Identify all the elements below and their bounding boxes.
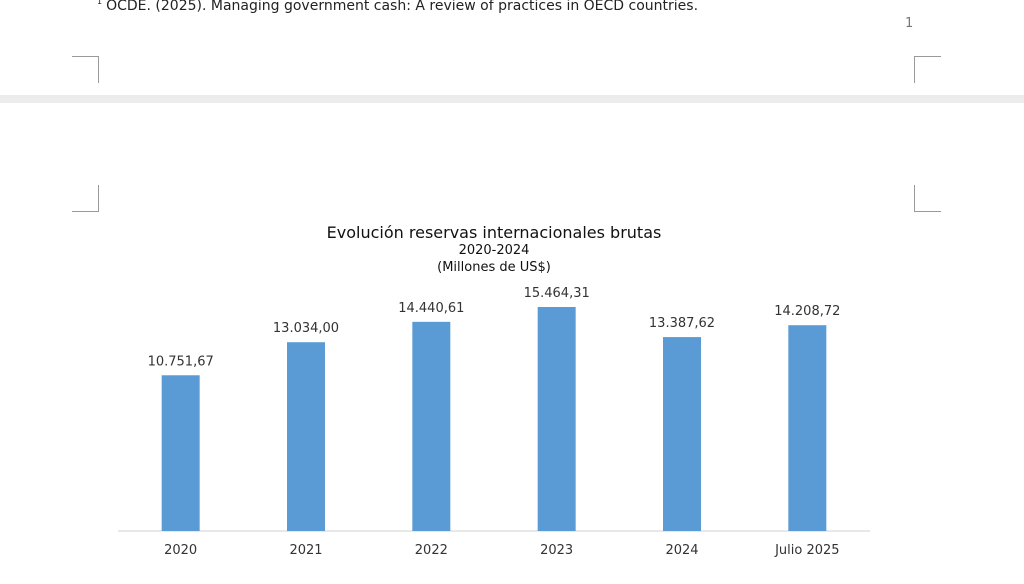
bar-2022 <box>412 321 451 531</box>
bar-2021 <box>287 342 325 531</box>
chart-title: Evolución reservas internacionales bruta… <box>326 223 662 242</box>
bar-2023 <box>537 307 576 531</box>
margin-corner-mark <box>72 56 99 83</box>
x-tick-label: 2023 <box>540 543 573 558</box>
data-label: 14.208,72 <box>774 304 840 319</box>
page-separator <box>0 95 1024 103</box>
footnote: 1 OCDE. (2025). Managing government cash:… <box>97 0 698 14</box>
data-label: 15.464,31 <box>524 286 590 301</box>
chart-subtitle-units: (Millones de US$) <box>437 260 551 275</box>
x-tick-label: Julio 2025 <box>774 543 839 558</box>
bar-2024 <box>663 337 701 531</box>
margin-corner-mark <box>914 56 941 83</box>
chart-subtitle-years: 2020-2024 <box>458 243 530 258</box>
page-number: 1 <box>905 16 914 31</box>
data-label: 13.034,00 <box>273 321 339 336</box>
x-tick-label: 2020 <box>164 543 197 558</box>
x-tick-label: 2022 <box>415 543 448 558</box>
margin-corner-mark <box>914 185 941 212</box>
bar-group: 10.751,67 2020 13.034,00 2021 14.440,61 2022 1… <box>148 286 841 558</box>
data-label: 13.387,62 <box>649 316 715 331</box>
bar-2020 <box>161 375 200 531</box>
data-label: 14.440,61 <box>398 301 464 316</box>
previous-page-bottom: 1 OCDE. (2025). Managing government cash:… <box>0 0 1024 95</box>
footnote-marker: 1 <box>97 0 103 6</box>
footnote-text: OCDE. (2025). Managing government cash: … <box>106 0 699 14</box>
data-label: 10.751,67 <box>148 354 214 369</box>
x-tick-label: 2024 <box>665 543 698 558</box>
bar-julio-2025 <box>788 325 827 531</box>
x-tick-label: 2021 <box>289 543 322 558</box>
margin-corner-mark <box>72 185 99 212</box>
